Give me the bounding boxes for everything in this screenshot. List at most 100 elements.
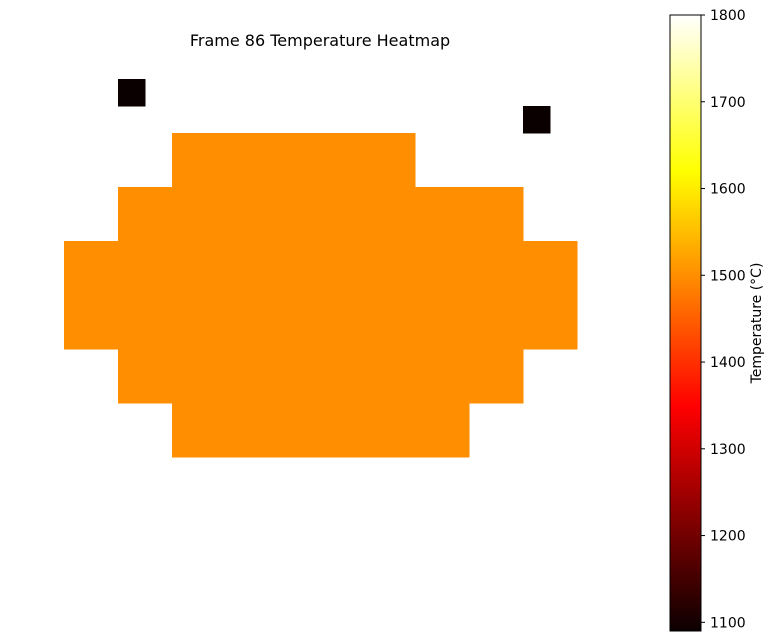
heatmap-cell (334, 214, 362, 242)
heatmap-cell (523, 106, 551, 134)
heatmap-cell (307, 376, 335, 404)
heatmap-cell (415, 349, 443, 377)
heatmap-cell (334, 295, 362, 323)
colorbar-tick-label: 1600 (710, 182, 746, 198)
heatmap-cell (388, 403, 416, 431)
heatmap-cell (550, 322, 578, 350)
colorbar-tick-label: 1400 (710, 355, 746, 371)
heatmap-cell (415, 268, 443, 296)
colorbar: 1100 1200 1300 1400 1500 1600 1700 1800 Tempera… (669, 8, 765, 632)
heatmap-cell (64, 241, 92, 269)
heatmap-cell (307, 295, 335, 323)
heatmap-cell (91, 295, 119, 323)
heatmap-cell (388, 349, 416, 377)
heatmap-cell (199, 268, 227, 296)
heatmap-cell (172, 133, 200, 161)
heatmap-cell (496, 241, 524, 269)
heatmap-cell (334, 160, 362, 188)
heatmap-cell (361, 430, 389, 458)
heatmap-cell (253, 241, 281, 269)
heatmap-cell (469, 376, 497, 404)
colorbar-tick-label: 1800 (710, 8, 746, 24)
heatmap-cell (253, 376, 281, 404)
heatmap-cell (226, 268, 254, 296)
heatmap-cell (280, 160, 308, 188)
heatmap-cell (199, 376, 227, 404)
heatmap-cell (496, 349, 524, 377)
heatmap-cell (280, 241, 308, 269)
heatmap-cell (226, 403, 254, 431)
heatmap-cell (496, 295, 524, 323)
heatmap-cell (442, 403, 470, 431)
heatmap-cell (226, 376, 254, 404)
heatmap-cell (334, 187, 362, 215)
heatmap-cell (361, 160, 389, 188)
heatmap-cell (253, 214, 281, 242)
heatmap-cell (253, 160, 281, 188)
heatmap-cell (199, 403, 227, 431)
heatmap-cell (361, 268, 389, 296)
heatmap-cell (469, 268, 497, 296)
heatmap-cell (307, 403, 335, 431)
heatmap-cell (118, 295, 146, 323)
heatmap-cell (280, 187, 308, 215)
heatmap-cell (280, 403, 308, 431)
heatmap-cell (145, 241, 173, 269)
heatmap-cell (469, 349, 497, 377)
heatmap-cell (199, 187, 227, 215)
heatmap-cell (172, 214, 200, 242)
heatmap-cell (307, 322, 335, 350)
heatmap-cell (361, 322, 389, 350)
heatmap-cell (280, 133, 308, 161)
heatmap-cell (388, 376, 416, 404)
heatmap-cell (361, 187, 389, 215)
heatmap-cell (226, 430, 254, 458)
heatmap-cell (361, 241, 389, 269)
heatmap-cell (91, 241, 119, 269)
heatmap-cell (388, 214, 416, 242)
heatmap-cell (172, 322, 200, 350)
heatmap-cell (442, 322, 470, 350)
heatmap-cell (118, 268, 146, 296)
heatmap-cell (469, 295, 497, 323)
heatmap-cell (334, 430, 362, 458)
heatmap-cell (550, 241, 578, 269)
heatmap-cell (361, 376, 389, 404)
heatmap-cell (334, 349, 362, 377)
heatmap-cell (280, 214, 308, 242)
heatmap-cell (253, 322, 281, 350)
heatmap-cell (280, 322, 308, 350)
heatmap-cell (442, 376, 470, 404)
heatmap-cell (145, 295, 173, 323)
heatmap-cell (145, 322, 173, 350)
heatmap-cell (415, 403, 443, 431)
heatmap-cell (523, 295, 551, 323)
heatmap-cell (118, 214, 146, 242)
heatmap-cell (388, 160, 416, 188)
heatmap-cell (226, 160, 254, 188)
heatmap-cell (442, 241, 470, 269)
heatmap-cell (334, 241, 362, 269)
heatmap-cell (199, 241, 227, 269)
heatmap-cell (199, 214, 227, 242)
heatmap-cell (118, 79, 146, 107)
heatmap-cell (172, 430, 200, 458)
heatmap-cell (415, 295, 443, 323)
heatmap-cell (361, 214, 389, 242)
heatmap-cell (253, 403, 281, 431)
heatmap-cell (226, 187, 254, 215)
colorbar-gradient (669, 14, 702, 632)
heatmap-cell (280, 430, 308, 458)
heatmap-cell (199, 430, 227, 458)
heatmap-cell (307, 187, 335, 215)
heatmap-cell (280, 376, 308, 404)
heatmap-cell (226, 349, 254, 377)
heatmap-cell (145, 268, 173, 296)
heatmap-cell (523, 322, 551, 350)
heatmap-cell (388, 430, 416, 458)
heatmap-cell (253, 133, 281, 161)
heatmap-cell (118, 376, 146, 404)
heatmap-cell (280, 268, 308, 296)
heatmap-cell (496, 187, 524, 215)
heatmap-cell (361, 403, 389, 431)
